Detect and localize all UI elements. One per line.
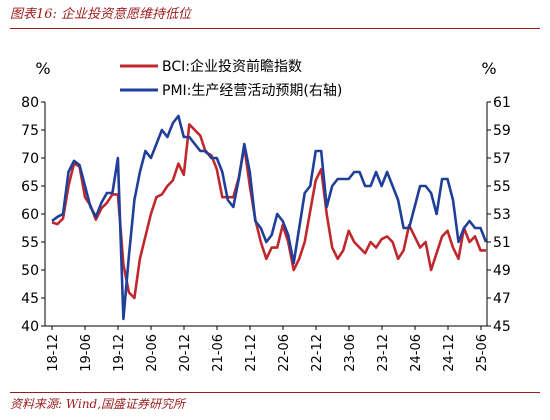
right-tick-label: 59 — [493, 123, 511, 139]
right-tick-label: 53 — [493, 207, 511, 223]
figure-title: 图表16: 企业投资意愿维持低位 — [10, 7, 192, 22]
source-note: 资料来源: Wind,国盛证券研究所 — [10, 397, 186, 411]
left-tick-label: 75 — [21, 123, 39, 139]
right-tick-label: 47 — [493, 291, 511, 307]
x-tick-label: 25-06 — [475, 334, 490, 372]
x-tick-label: 22-12 — [310, 334, 325, 372]
x-tick-label: 18-12 — [46, 334, 61, 372]
left-tick-label: 80 — [21, 95, 39, 111]
left-tick-label: 70 — [21, 151, 39, 167]
left-tick-label: 50 — [21, 263, 39, 279]
x-tick-label: 21-12 — [244, 334, 259, 372]
x-tick-label: 21-06 — [211, 334, 226, 372]
x-tick-label: 24-12 — [442, 334, 457, 372]
x-tick-label: 24-06 — [409, 334, 424, 372]
right-tick-label: 57 — [493, 151, 511, 167]
x-tick-label: 23-06 — [343, 334, 358, 372]
right-tick-label: 51 — [493, 235, 511, 251]
left-tick-label: 60 — [21, 207, 39, 223]
legend-label-pmi: PMI:生产经营活动预期(右轴) — [162, 83, 342, 99]
right-tick-label: 45 — [493, 319, 511, 335]
right-tick-label: 61 — [493, 95, 511, 111]
left-tick-label: 65 — [21, 179, 39, 195]
left-tick-label: 40 — [21, 319, 39, 335]
left-unit-label: % — [35, 59, 50, 78]
source-bar: 资料来源: Wind,国盛证券研究所 — [10, 392, 540, 417]
left-tick-label: 45 — [21, 291, 39, 307]
x-tick-label: 23-12 — [376, 334, 391, 372]
pmi-series-line — [51, 114, 488, 321]
left-tick-label: 55 — [21, 235, 39, 251]
x-tick-label: 19-06 — [79, 334, 94, 372]
x-tick-label: 22-06 — [277, 334, 292, 372]
x-tick-label: 20-12 — [178, 334, 193, 372]
right-unit-label: % — [481, 59, 496, 78]
right-tick-label: 55 — [493, 179, 511, 195]
legend-label-bci: BCI:企业投资前瞻指数 — [162, 58, 302, 75]
x-tick-label: 20-06 — [145, 334, 160, 372]
bci-series-line — [51, 123, 486, 300]
x-tick-label: 19-12 — [112, 334, 127, 372]
right-tick-label: 49 — [493, 263, 511, 279]
title-bar: 图表16: 企业投资意愿维持低位 — [10, 6, 540, 29]
